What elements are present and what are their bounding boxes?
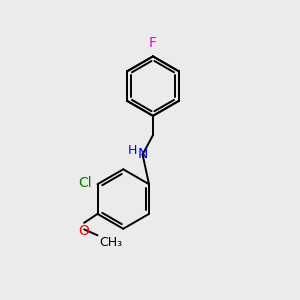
Text: F: F xyxy=(149,36,157,50)
Text: H: H xyxy=(128,144,137,158)
Text: CH₃: CH₃ xyxy=(99,236,122,249)
Text: N: N xyxy=(137,148,148,161)
Text: Cl: Cl xyxy=(79,176,92,190)
Text: O: O xyxy=(79,224,90,238)
